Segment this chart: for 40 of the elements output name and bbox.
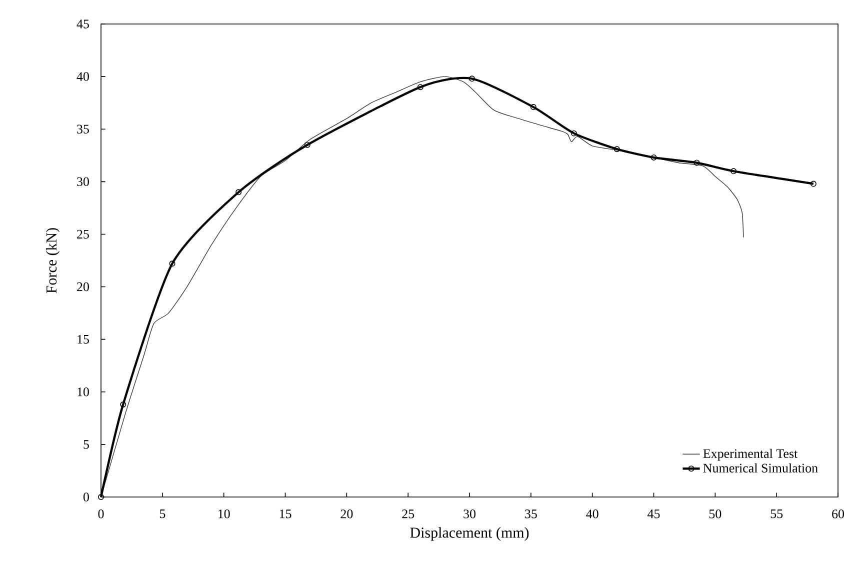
point: [236, 189, 242, 196]
x-tick-label: 45: [648, 510, 660, 518]
y-tick-label: 25: [77, 230, 89, 239]
x-tick-label: 15: [280, 510, 292, 518]
x-tick-label: 20: [340, 510, 353, 518]
y-tick-label: 5: [84, 440, 89, 449]
point: [417, 84, 424, 90]
x-tick-label: 30: [464, 510, 476, 518]
x-tick-label: 0: [98, 510, 104, 518]
point: [650, 154, 657, 160]
point: [304, 142, 310, 148]
x-tick-label: 35: [525, 510, 537, 518]
y-tick-label: 20: [77, 282, 89, 292]
point: [614, 146, 620, 152]
legend-label: Numerical Simulation: [703, 463, 818, 473]
point: [530, 104, 536, 110]
y-tick-label: 10: [78, 388, 89, 396]
x-tick-label: 25: [402, 510, 414, 518]
point: [570, 130, 577, 136]
x-tick-label: 60: [832, 510, 844, 518]
legend-label: Experimental Test: [703, 448, 798, 461]
x-tick-label: 55: [770, 510, 783, 518]
point: [169, 260, 176, 267]
y-tick-label: 0: [83, 492, 89, 502]
y-tick-label: 35: [77, 124, 89, 134]
y-tick-label: 15: [78, 334, 89, 344]
x-axis-title: Displacement (mm): [410, 527, 529, 541]
y-tick-label: 45: [76, 20, 89, 28]
point: [468, 76, 475, 82]
y-tick-label: 40: [76, 72, 89, 81]
point: [120, 402, 126, 408]
x-tick-label: 10: [218, 510, 230, 518]
y-axis-title: Force (kN): [46, 228, 60, 294]
x-tick-label: 50: [709, 510, 722, 518]
point: [730, 168, 737, 174]
x-tick-label: 40: [586, 510, 598, 518]
point: [810, 180, 816, 187]
x-tick-label: 5: [160, 510, 166, 518]
y-tick-label: 30: [77, 177, 89, 186]
point: [694, 160, 700, 166]
